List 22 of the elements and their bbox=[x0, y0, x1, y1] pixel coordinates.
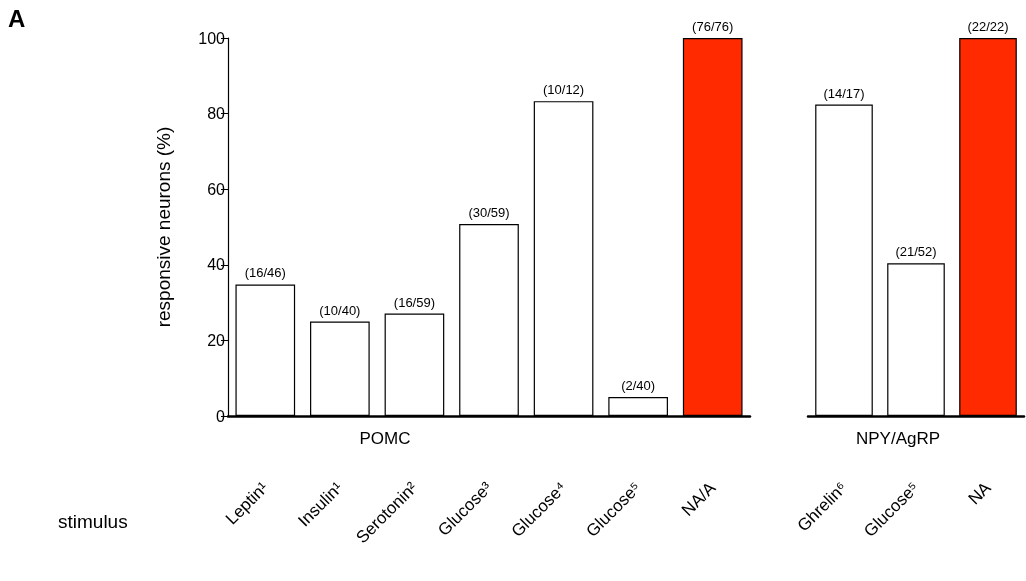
data-label: (30/59) bbox=[468, 204, 510, 220]
data-label: (22/22) bbox=[967, 19, 1009, 34]
x-tick-label: NA bbox=[964, 477, 996, 509]
data-label: (10/12) bbox=[542, 82, 585, 98]
data-label: (16/46) bbox=[244, 265, 286, 281]
data-label: (16/59) bbox=[393, 294, 436, 310]
y-tick-label: 80 bbox=[207, 105, 226, 123]
y-tick-label: 20 bbox=[207, 331, 226, 349]
y-axis-title: responsive neurons (%) bbox=[153, 126, 174, 328]
text: stimulus bbox=[58, 511, 128, 532]
y-tick-label: 100 bbox=[198, 29, 226, 47]
y-tick-label: 60 bbox=[207, 180, 226, 198]
data-label: (2/40) bbox=[621, 378, 656, 394]
y-tick-label: 40 bbox=[207, 256, 226, 274]
data-label: (14/17) bbox=[823, 85, 865, 101]
text: A bbox=[8, 4, 26, 32]
data-label: (10/40) bbox=[319, 302, 361, 318]
data-label: (76/76) bbox=[692, 19, 734, 34]
y-tick-label: 0 bbox=[216, 407, 226, 425]
x-axis-title: POMC bbox=[359, 429, 411, 448]
x-axis-title: NPY/AgRP bbox=[855, 429, 941, 448]
data-label: (21/52) bbox=[895, 244, 937, 260]
